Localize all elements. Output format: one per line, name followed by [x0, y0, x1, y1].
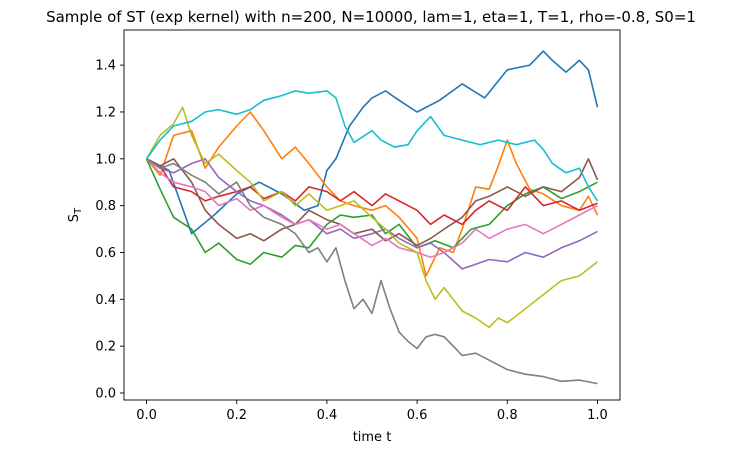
y-axis: 0.0 0.2 0.4 0.6 0.8 1.0 1.2 1.4 — [95, 59, 124, 401]
series-layer — [145, 50, 599, 385]
x-tick-label: 0.2 — [226, 408, 247, 423]
series-line-3 — [145, 158, 598, 266]
x-axis-label: time t — [353, 430, 392, 445]
series-line-4 — [146, 158, 598, 226]
series-line-2 — [145, 111, 599, 277]
y-axis-label-main: S — [67, 214, 82, 222]
series-line-9 — [145, 106, 598, 329]
x-tick-label: 0.8 — [497, 408, 518, 423]
series-line-5 — [146, 158, 598, 270]
series-line-6 — [146, 158, 599, 247]
y-tick-label: 0.2 — [95, 340, 116, 355]
y-tick-label: 1.4 — [95, 59, 116, 74]
x-tick-label: 0.0 — [136, 408, 157, 423]
x-tick-label: 0.6 — [407, 408, 428, 423]
x-tick-label: 0.4 — [317, 408, 338, 423]
series-line-7 — [145, 158, 598, 259]
y-tick-label: 0.6 — [95, 246, 116, 261]
y-tick-label: 0.8 — [95, 199, 116, 214]
y-tick-label: 0.0 — [95, 386, 116, 401]
plot-frame — [123, 29, 621, 401]
y-tick-label: 0.4 — [95, 293, 116, 308]
y-tick-label: 1.0 — [95, 152, 116, 167]
x-tick-label: 1.0 — [587, 408, 608, 423]
x-axis: 0.0 0.2 0.4 0.6 0.8 1.0 — [136, 400, 608, 423]
y-axis-label: ST — [67, 207, 84, 222]
svg-text:ST: ST — [67, 207, 84, 222]
series-line-10 — [145, 90, 599, 202]
y-axis-label-subscript: T — [73, 207, 84, 215]
chart-title: Sample of ST (exp kernel) with n=200, N=… — [46, 8, 696, 26]
y-tick-label: 1.2 — [95, 105, 116, 120]
series-line-8 — [146, 158, 598, 385]
